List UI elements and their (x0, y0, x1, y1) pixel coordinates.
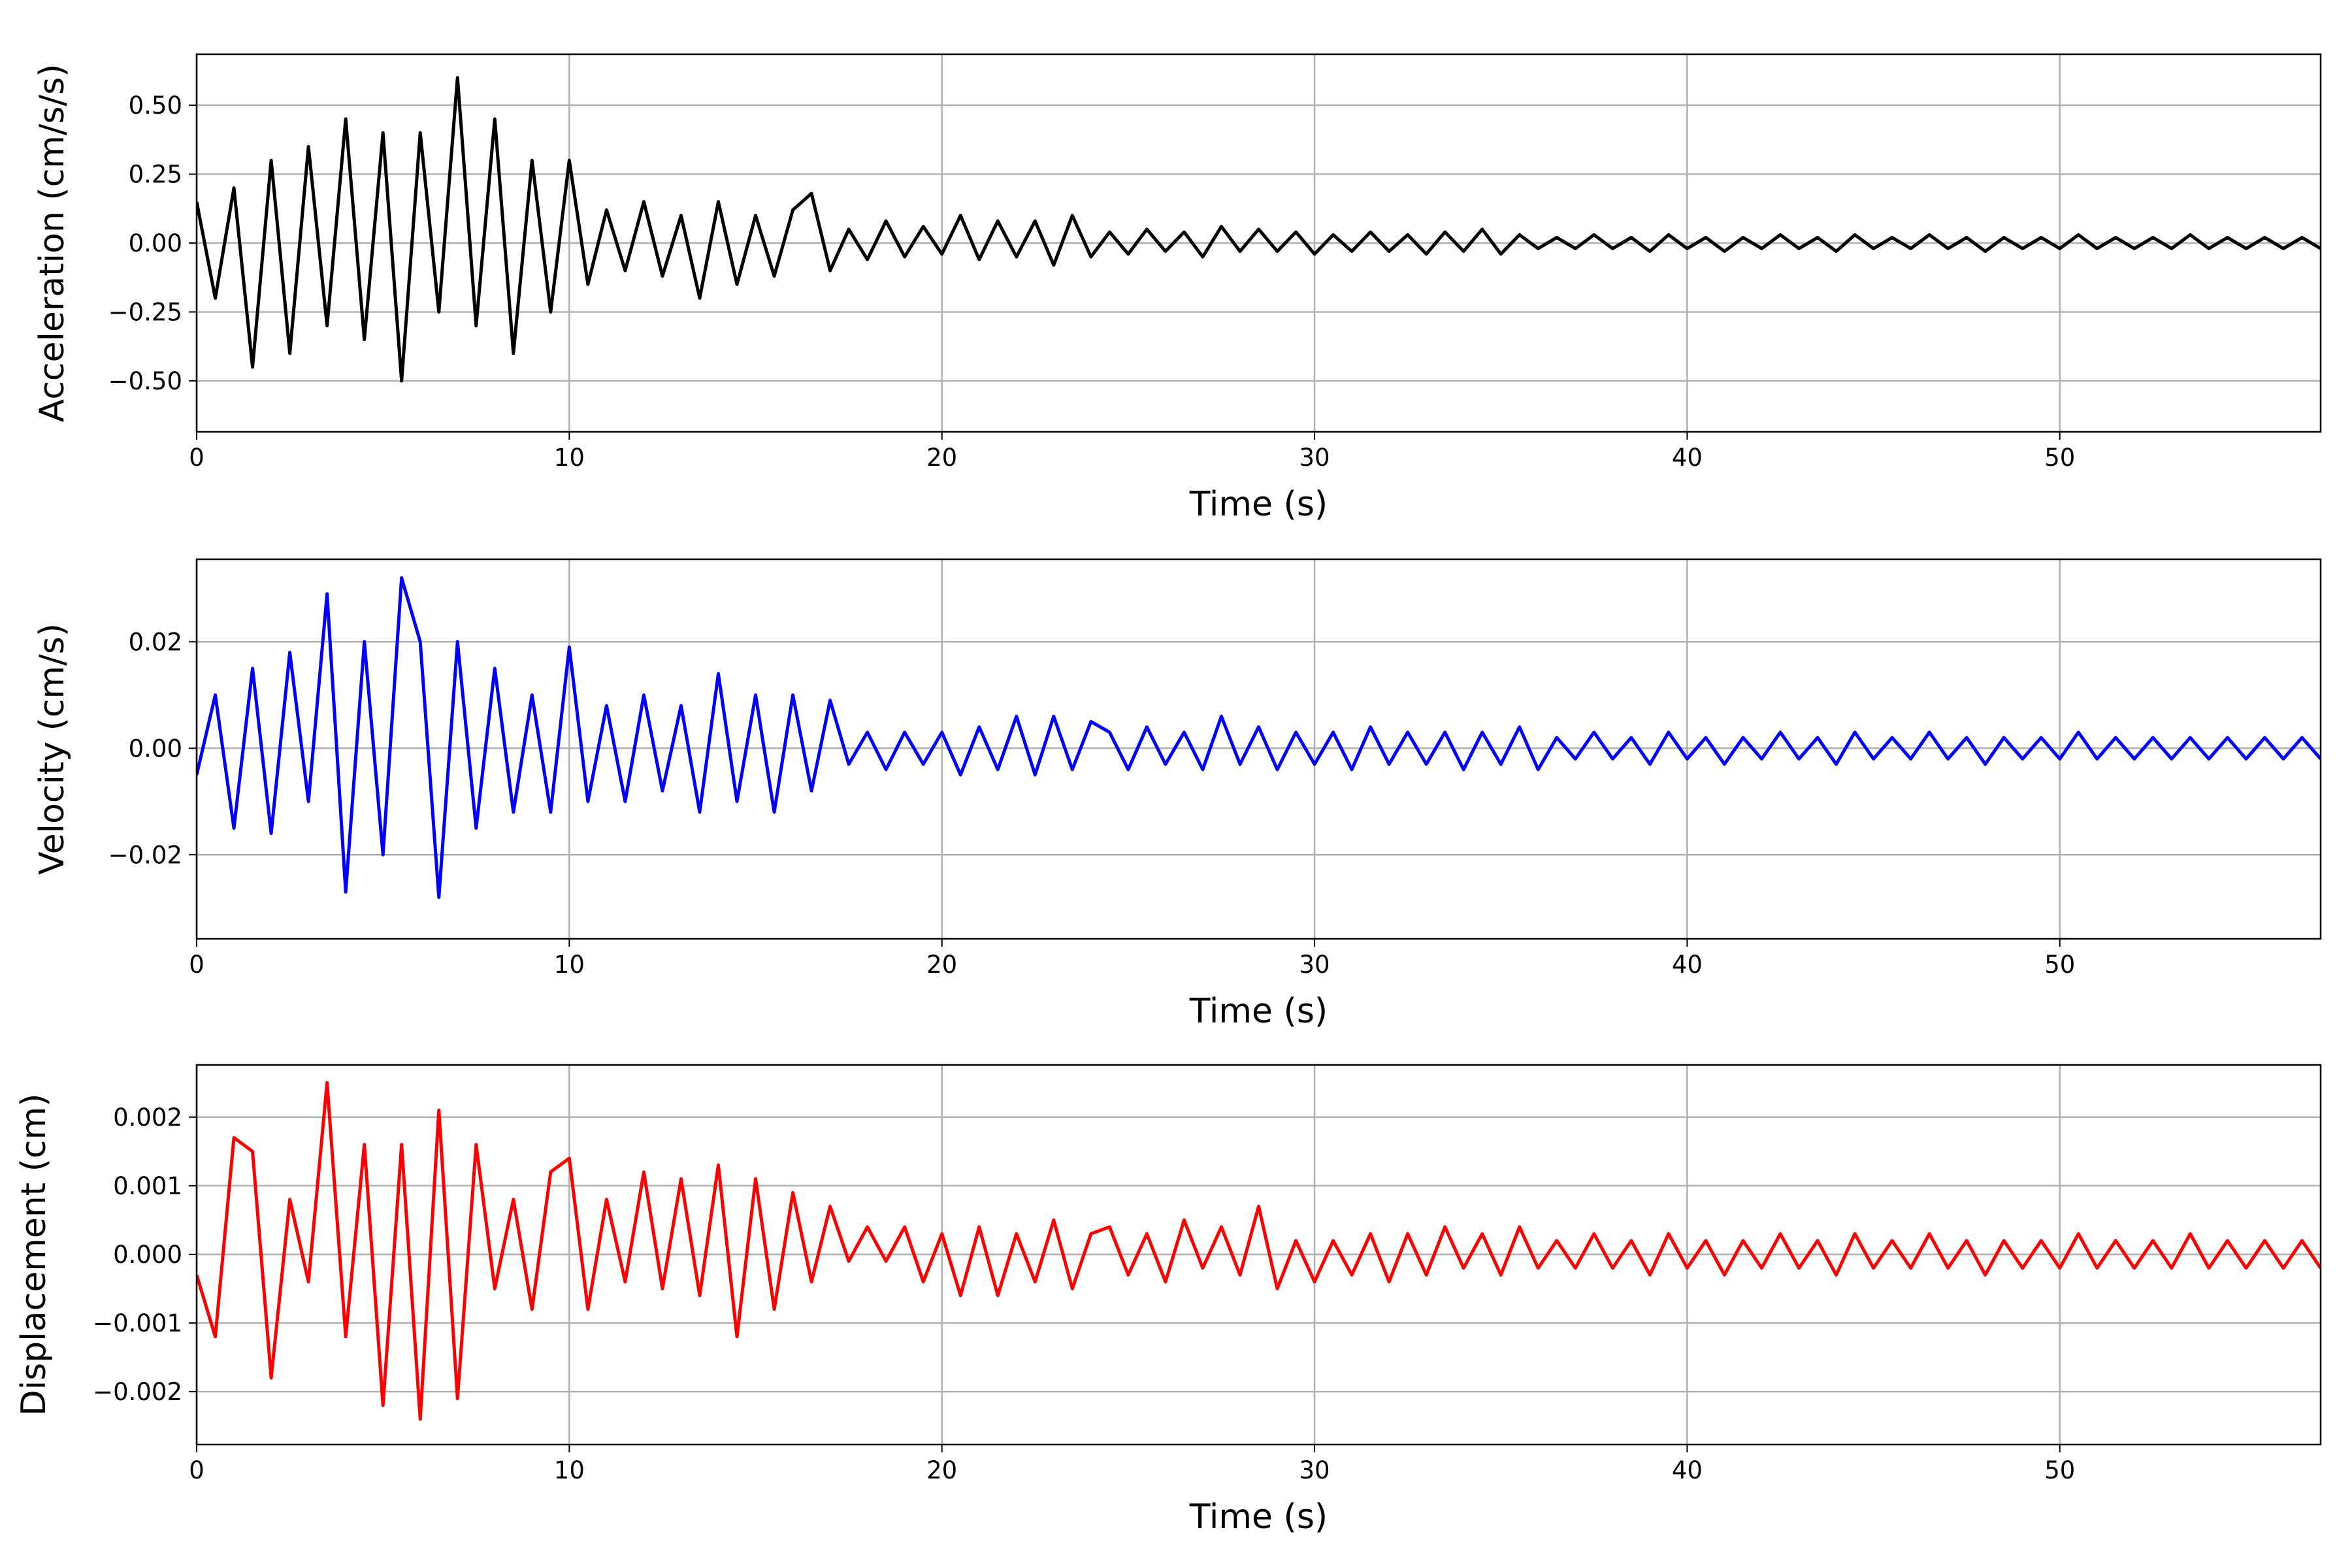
x-axis-label: Time (s) (1189, 992, 1328, 1031)
y-tick-label: 0.002 (113, 1103, 182, 1132)
y-tick-label: 0.001 (113, 1172, 182, 1200)
y-tick-label: 0.00 (129, 734, 182, 762)
x-tick-label: 0 (189, 951, 204, 979)
data-line (197, 1081, 2321, 1421)
x-tick-label: 40 (1672, 1456, 1703, 1484)
x-tick-label: 30 (1299, 444, 1330, 472)
y-tick-label: −0.25 (108, 298, 182, 326)
x-tick-label: 50 (2044, 951, 2075, 979)
y-tick-label: 0.02 (129, 628, 182, 656)
x-tick-label: 0 (189, 1456, 204, 1484)
plot-frame (195, 53, 2322, 433)
x-tick-label: 30 (1299, 1456, 1330, 1484)
x-tick-label: 10 (554, 1456, 585, 1484)
y-tick-label: −0.50 (108, 367, 182, 395)
y-axis-label: Velocity (cm/s) (33, 623, 72, 875)
y-tick-label: 0.50 (129, 91, 182, 120)
x-tick-label: 10 (554, 951, 585, 979)
plot-frame (195, 558, 2322, 940)
y-axis-label: Displacement (cm) (14, 1094, 54, 1416)
x-tick-label: 50 (2044, 444, 2075, 472)
y-tick-label: −0.02 (108, 841, 182, 869)
data-line (197, 76, 2321, 383)
y-tick-label: −0.001 (93, 1309, 182, 1337)
y-tick-label: −0.002 (93, 1378, 182, 1406)
data-line (197, 576, 2321, 899)
x-tick-label: 30 (1299, 951, 1330, 979)
x-axis-label: Time (s) (1189, 485, 1328, 524)
y-tick-label: 0.25 (129, 161, 182, 189)
x-tick-label: 20 (926, 1456, 957, 1484)
plot-frame (195, 1064, 2322, 1446)
x-tick-label: 40 (1672, 951, 1703, 979)
x-tick-label: 10 (554, 444, 585, 472)
y-tick-label: 0.000 (113, 1241, 182, 1269)
x-axis-label: Time (s) (1189, 1497, 1328, 1537)
y-axis-label: Acceleration (cm/s/s) (33, 64, 72, 423)
x-tick-label: 0 (189, 444, 204, 472)
x-tick-label: 20 (926, 951, 957, 979)
y-tick-label: 0.00 (129, 229, 182, 257)
x-tick-label: 40 (1672, 444, 1703, 472)
x-tick-label: 50 (2044, 1456, 2075, 1484)
x-tick-label: 20 (926, 444, 957, 472)
